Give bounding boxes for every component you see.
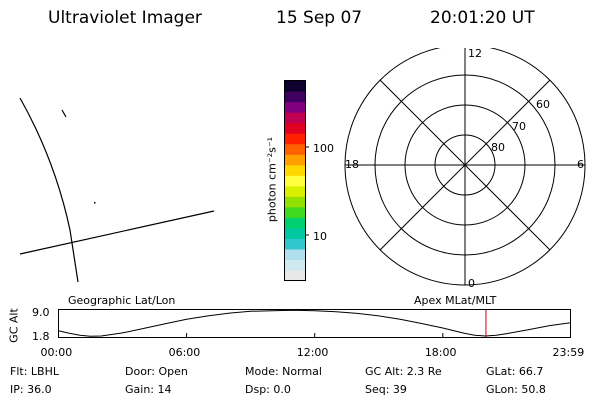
colorbar-cell bbox=[285, 206, 306, 218]
timeline-ytick-top: 9.0 bbox=[32, 306, 50, 319]
mlt-label-0: 0 bbox=[468, 277, 475, 290]
colorbar-cell bbox=[285, 112, 306, 124]
mlat-label-80: 80 bbox=[491, 141, 505, 154]
colorbar-cell bbox=[285, 248, 306, 261]
geographic-map bbox=[19, 97, 215, 283]
timeline-xtick-label: 18:00 bbox=[424, 346, 457, 359]
timeline-xtick-label: 06:00 bbox=[168, 346, 201, 359]
colorbar-cell bbox=[285, 269, 306, 282]
timeline-xtick-label: 00:00 bbox=[40, 346, 73, 359]
color-bar bbox=[284, 80, 309, 282]
colorbar-cell bbox=[285, 196, 306, 208]
instrument-title: Ultraviolet Imager bbox=[48, 8, 202, 28]
colorbar-cell bbox=[285, 227, 306, 239]
map-dot bbox=[94, 202, 96, 204]
status-mode: Mode: Normal bbox=[245, 365, 322, 378]
status-glat: GLat: 66.7 bbox=[486, 365, 544, 378]
status-gcalt: GC Alt: 2.3 Re bbox=[365, 365, 442, 378]
altitude-curve bbox=[58, 309, 571, 337]
coastline-fragment bbox=[61, 109, 67, 118]
colorbar-cell bbox=[285, 217, 306, 229]
timeline-left-title: Geographic Lat/Lon bbox=[68, 294, 176, 307]
timeline-ytick-bottom: 1.8 bbox=[32, 330, 50, 343]
colorbar-cell bbox=[285, 80, 306, 92]
polar-plot bbox=[344, 48, 586, 286]
time-label: 20:01:20 UT bbox=[430, 8, 535, 28]
timeline-xtick-label: 23:59 bbox=[552, 346, 585, 359]
colorbar-tick-label-100: 100 bbox=[313, 142, 334, 155]
status-door: Door: Open bbox=[125, 365, 188, 378]
colorbar-cell bbox=[285, 91, 306, 103]
status-dsp: Dsp: 0.0 bbox=[245, 383, 291, 396]
colorbar-unit-label: photon cm⁻²s⁻¹ bbox=[265, 136, 279, 223]
status-gain: Gain: 14 bbox=[125, 383, 172, 396]
colorbar-cell bbox=[285, 122, 306, 134]
colorbar-cell bbox=[285, 133, 306, 145]
status-ip: IP: 36.0 bbox=[10, 383, 52, 396]
colorbar-cell bbox=[285, 143, 306, 155]
mlt-label-18: 18 bbox=[345, 158, 359, 171]
mlt-label-6: 6 bbox=[577, 158, 584, 171]
timeline-ylabel: GC Alt bbox=[7, 308, 21, 343]
colorbar-cell bbox=[285, 101, 306, 113]
coastline-curve bbox=[19, 97, 79, 283]
colorbar-cell bbox=[285, 185, 306, 197]
colorbar-tick-label-10: 10 bbox=[313, 230, 327, 243]
colorbar-cell bbox=[285, 175, 306, 187]
mlat-label-60: 60 bbox=[536, 98, 550, 111]
coastline-line bbox=[19, 210, 215, 255]
date-label: 15 Sep 07 bbox=[276, 8, 363, 28]
status-seq: Seq: 39 bbox=[365, 383, 407, 396]
status-glon: GLon: 50.8 bbox=[486, 383, 546, 396]
mlat-label-70: 70 bbox=[512, 120, 526, 133]
colorbar-cell bbox=[285, 154, 306, 166]
colorbar-cell bbox=[285, 259, 306, 271]
colorbar-cell bbox=[285, 238, 306, 250]
altitude-timeline bbox=[58, 309, 571, 338]
mlt-label-12: 12 bbox=[468, 47, 482, 60]
polar-diagonal-2 bbox=[379, 79, 551, 251]
status-filter: Flt: LBHL bbox=[10, 365, 59, 378]
timeline-right-title: Apex MLat/MLT bbox=[414, 294, 497, 307]
timeline-xtick-label: 12:00 bbox=[296, 346, 329, 359]
colorbar-cell bbox=[285, 164, 306, 176]
